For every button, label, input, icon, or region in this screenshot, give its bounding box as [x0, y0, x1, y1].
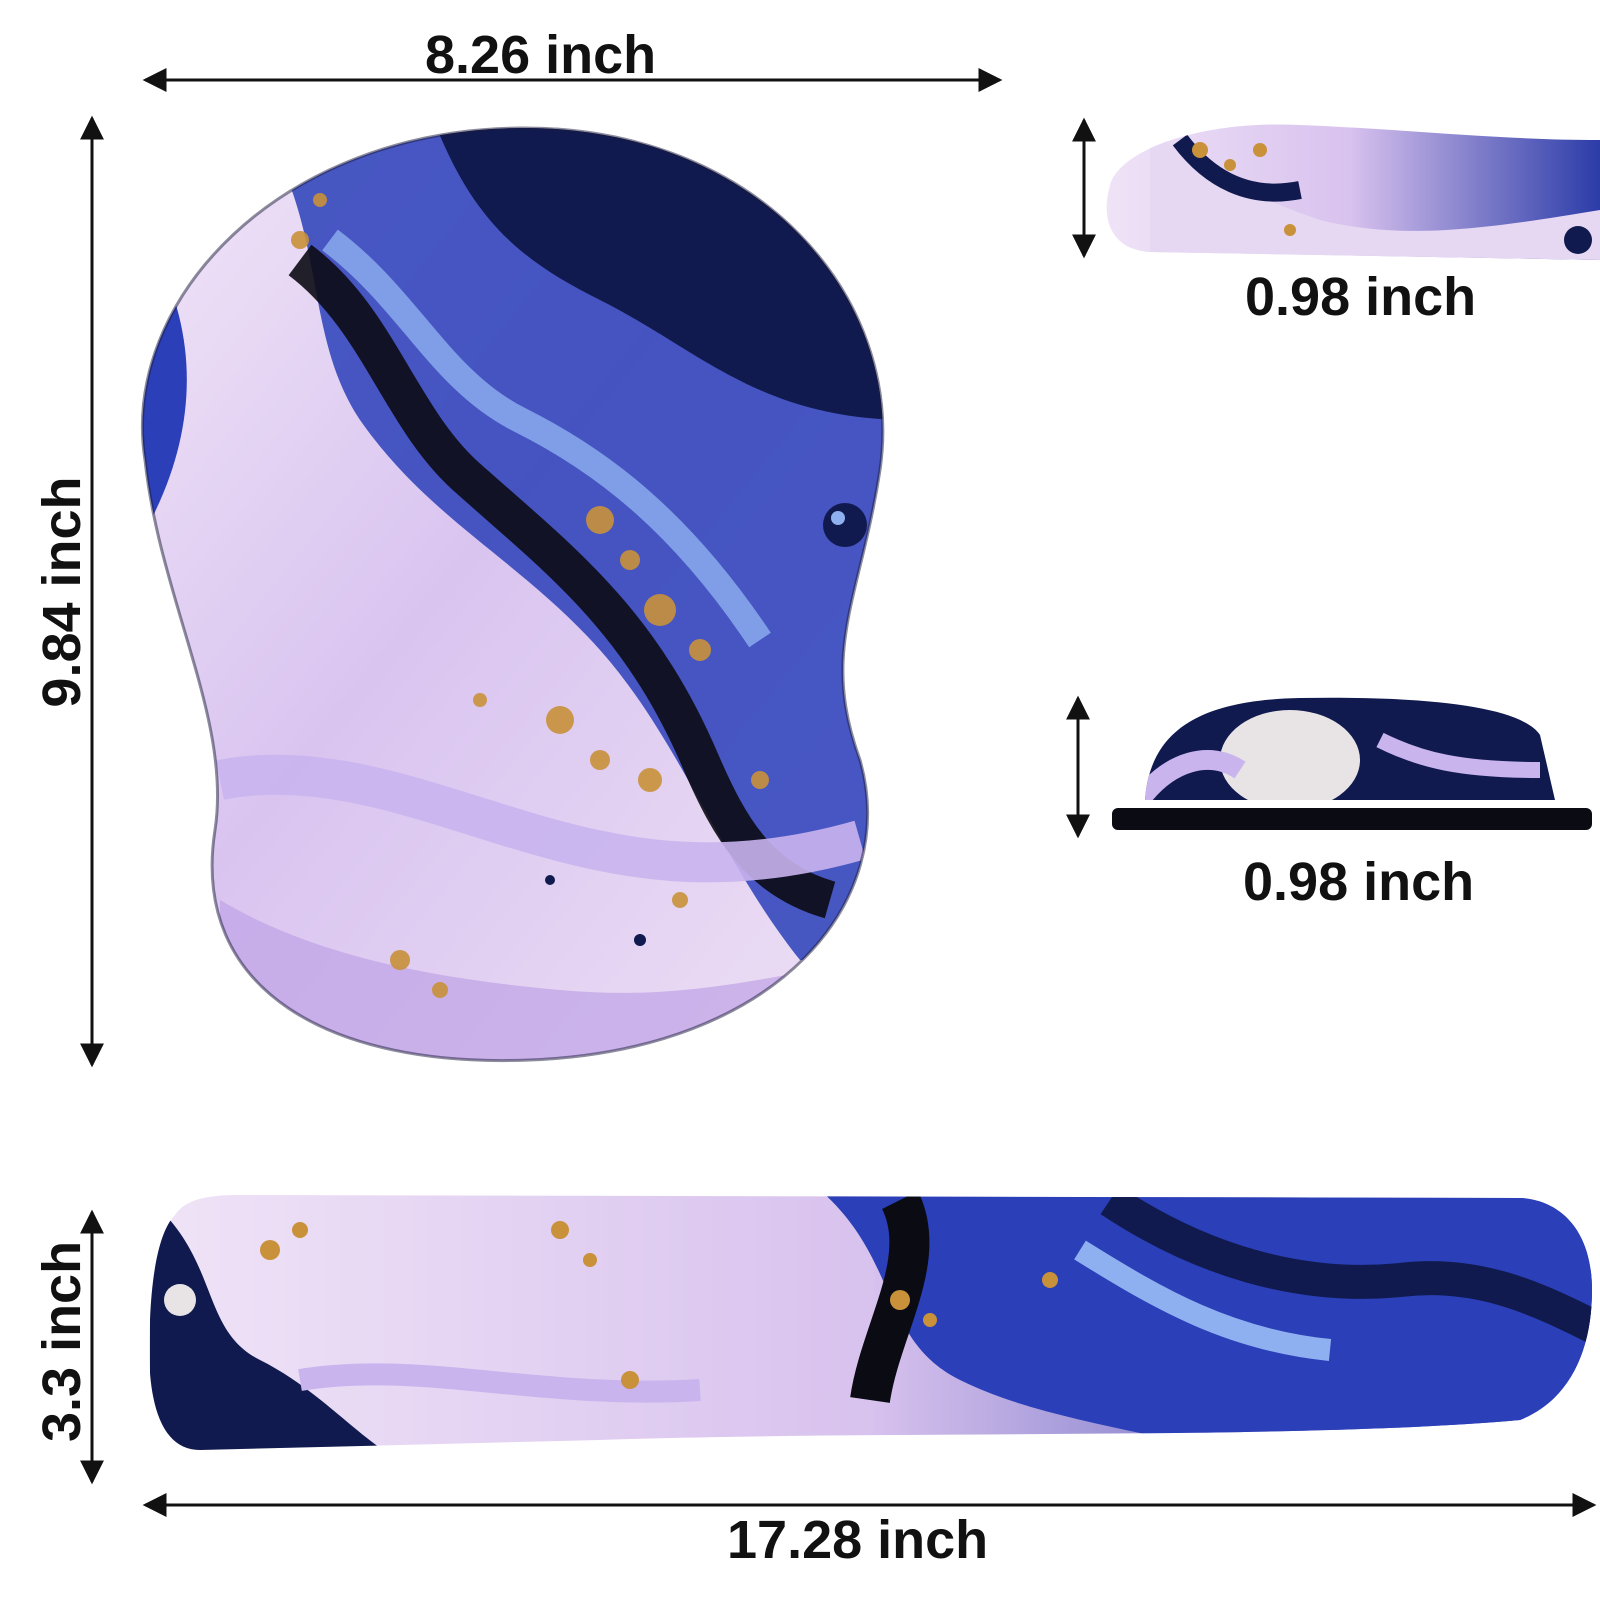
dimension-arrows [80, 68, 1597, 1517]
mouse-pad-side-view [1106, 124, 1600, 260]
wrist-rest [149, 1195, 1593, 1450]
pad-height-label: 9.84 inch [32, 476, 92, 708]
pad-thickness-label: 0.98 inch [1245, 267, 1477, 327]
rest-height-label: 3.3 inch [32, 1240, 92, 1442]
mouse-pad [140, 126, 885, 1063]
pad-width-label: 8.26 inch [425, 25, 657, 85]
rest-length-label: 17.28 inch [727, 1510, 989, 1570]
rest-thickness-label: 0.98 inch [1243, 852, 1475, 912]
wrist-rest-side-view [1112, 697, 1592, 830]
